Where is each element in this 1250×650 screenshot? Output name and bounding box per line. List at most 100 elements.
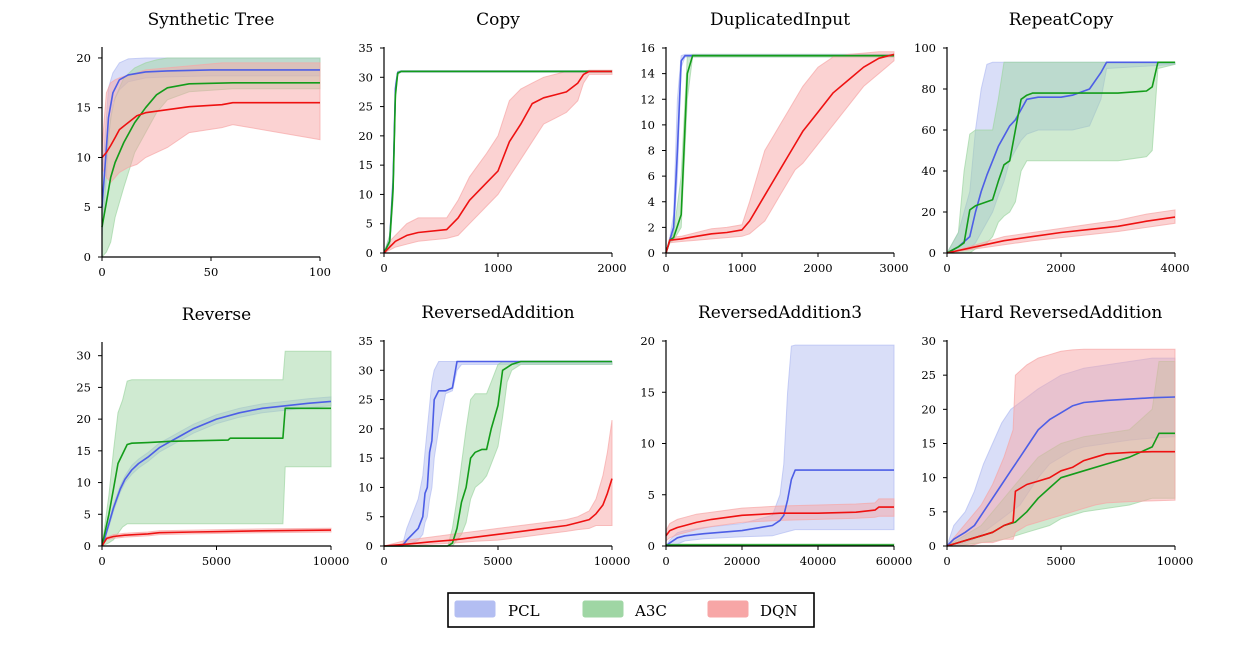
line-a3c-reverse: [101, 407, 331, 547]
y-tick-label-reversedaddition: 35: [358, 334, 373, 348]
legend-label-pcl: PCL: [508, 602, 540, 620]
y-tick-label-reversedaddition: 5: [366, 510, 373, 524]
x-tick-label-duplicatedinput: 3000: [879, 261, 908, 275]
x-tick-label-copy: 1000: [483, 261, 512, 275]
x-tick-label-synthetic-tree: 50: [204, 265, 219, 279]
y-tick-label-copy: 15: [358, 158, 373, 172]
panel-repeatcopy: RepeatCopy 0 20 40 60 80 100 0 2000 4000: [914, 10, 1190, 275]
legend-swatch-a3c: [582, 600, 624, 618]
line-pcl-reverse: [101, 400, 332, 547]
x-tick-label-reversedaddition: 10000: [594, 554, 631, 568]
y-tick-label-reversedaddition3: 10: [640, 437, 655, 451]
x-tick-label-hard-reversedaddition: 5000: [1046, 554, 1075, 568]
y-tick-label-synthetic-tree: 15: [76, 101, 91, 115]
y-tick-label-synthetic-tree: 0: [84, 250, 91, 264]
y-tick-label-copy: 30: [358, 70, 373, 84]
legend-swatch-dqn: [707, 600, 749, 618]
y-tick-label-copy: 25: [358, 100, 373, 114]
band-a3c-repeatcopy: [946, 61, 1176, 254]
band-a3c-reverse: [101, 350, 332, 547]
y-tick-label-duplicatedinput: 0: [648, 246, 655, 260]
y-tick-label-copy: 20: [358, 129, 373, 143]
y-tick-label-copy: 35: [358, 41, 373, 55]
y-tick-label-synthetic-tree: 10: [76, 150, 91, 164]
line-pcl-reversedaddition3: [665, 469, 894, 547]
legend-frame: [447, 592, 815, 628]
line-dqn-reversedaddition3: [665, 506, 894, 537]
x-tick-label-reversedaddition: 0: [380, 554, 387, 568]
x-tick-label-reversedaddition3: 60000: [876, 554, 913, 568]
x-tick-label-copy: 0: [380, 261, 387, 275]
line-pcl-hard-reversedaddition: [946, 396, 1176, 547]
x-tick-label-repeatcopy: 0: [943, 261, 950, 275]
band-dqn-duplicatedinput: [665, 51, 895, 254]
y-tick-label-reverse: 15: [76, 444, 91, 458]
band-dqn-copy: [382, 69, 613, 255]
legend: PCL A3C DQN: [447, 592, 815, 628]
x-tick-label-duplicatedinput: 2000: [803, 261, 832, 275]
y-tick-label-repeatcopy: 80: [921, 82, 936, 96]
x-tick-label-reversedaddition: 5000: [483, 554, 512, 568]
panel-synthetic-tree: Synthetic Tree 0 5 10 15 20 0 50 100: [76, 10, 331, 279]
y-tick-label-synthetic-tree: 5: [84, 200, 91, 214]
y-tick-label-reverse: 10: [76, 476, 91, 490]
legend-label-dqn: DQN: [760, 602, 797, 620]
line-dqn-reverse: [101, 529, 332, 547]
y-tick-label-reverse: 5: [84, 507, 91, 521]
y-tick-label-hard-reversedaddition: 5: [929, 505, 936, 519]
panel-reversedaddition: ReversedAddition 0 5 10 15 20 25 30 35 0 5000 10000: [358, 303, 630, 568]
y-tick-label-repeatcopy: 100: [914, 41, 936, 55]
y-tick-label-copy: 10: [358, 187, 373, 201]
x-tick-label-duplicatedinput: 1000: [727, 261, 756, 275]
y-tick-label-duplicatedinput: 4: [648, 195, 655, 209]
chart-title-reversedaddition: ReversedAddition: [421, 303, 574, 323]
x-tick-label-reverse: 0: [98, 554, 105, 568]
chart-title-reverse: Reverse: [182, 305, 251, 325]
y-tick-label-hard-reversedaddition: 30: [921, 334, 936, 348]
band-dqn-synthetic-tree: [101, 62, 321, 184]
chart-title-hard-reversedaddition: Hard ReversedAddition: [960, 303, 1163, 323]
x-tick-label-duplicatedinput: 0: [662, 261, 669, 275]
y-tick-label-reversedaddition: 0: [366, 539, 373, 553]
x-tick-label-synthetic-tree: 100: [309, 265, 331, 279]
chart-title-repeatcopy: RepeatCopy: [1009, 10, 1114, 30]
y-tick-label-repeatcopy: 40: [921, 164, 936, 178]
line-dqn-reversedaddition: [383, 478, 613, 547]
line-dqn-copy: [383, 70, 612, 254]
line-dqn-repeatcopy: [946, 216, 1176, 254]
panel-duplicatedinput: DuplicatedInput 0 2 4 6 8 10 12 14 16 0 1000 2000 300…: [640, 10, 908, 275]
x-tick-label-reversedaddition3: 40000: [800, 554, 837, 568]
y-tick-label-duplicatedinput: 14: [640, 67, 655, 81]
chart-title-duplicatedinput: DuplicatedInput: [710, 10, 850, 30]
legend-swatch-pcl: [454, 600, 496, 618]
y-tick-label-reversedaddition: 25: [358, 393, 373, 407]
x-tick-label-reversedaddition3: 0: [662, 554, 669, 568]
y-tick-label-duplicatedinput: 12: [640, 92, 655, 106]
y-tick-label-hard-reversedaddition: 0: [929, 539, 936, 553]
legend-label-a3c: A3C: [634, 602, 667, 620]
panel-copy: Copy 0 5 10 15 20 25 30 35 0 1000 2000: [358, 10, 626, 275]
line-pcl-reversedaddition: [384, 360, 612, 547]
x-tick-label-reverse: 5000: [202, 554, 231, 568]
y-tick-label-duplicatedinput: 6: [648, 169, 655, 183]
y-tick-label-reversedaddition3: 0: [648, 539, 655, 553]
y-tick-label-reverse: 25: [76, 380, 91, 394]
line-dqn-duplicatedinput: [665, 53, 895, 254]
chart-title-synthetic-tree: Synthetic Tree: [148, 10, 275, 30]
band-dqn-repeatcopy: [946, 209, 1176, 254]
panel-reversedaddition3: ReversedAddition3 0 5 10 15 20 0 20000 40000 6000…: [640, 303, 912, 568]
y-tick-label-duplicatedinput: 10: [640, 118, 655, 132]
y-tick-label-duplicatedinput: 2: [648, 220, 655, 234]
y-tick-label-hard-reversedaddition: 20: [921, 402, 936, 416]
line-a3c-copy: [383, 70, 612, 254]
y-tick-label-reversedaddition: 20: [358, 422, 373, 436]
x-tick-label-hard-reversedaddition: 0: [943, 554, 950, 568]
y-tick-label-reversedaddition3: 5: [648, 488, 655, 502]
y-tick-label-duplicatedinput: 16: [640, 41, 655, 55]
line-a3c-repeatcopy: [946, 61, 1175, 254]
line-dqn-hard-reversedaddition: [946, 450, 1175, 547]
band-a3c-reversedaddition: [384, 361, 613, 547]
y-tick-label-reversedaddition: 30: [358, 363, 373, 377]
